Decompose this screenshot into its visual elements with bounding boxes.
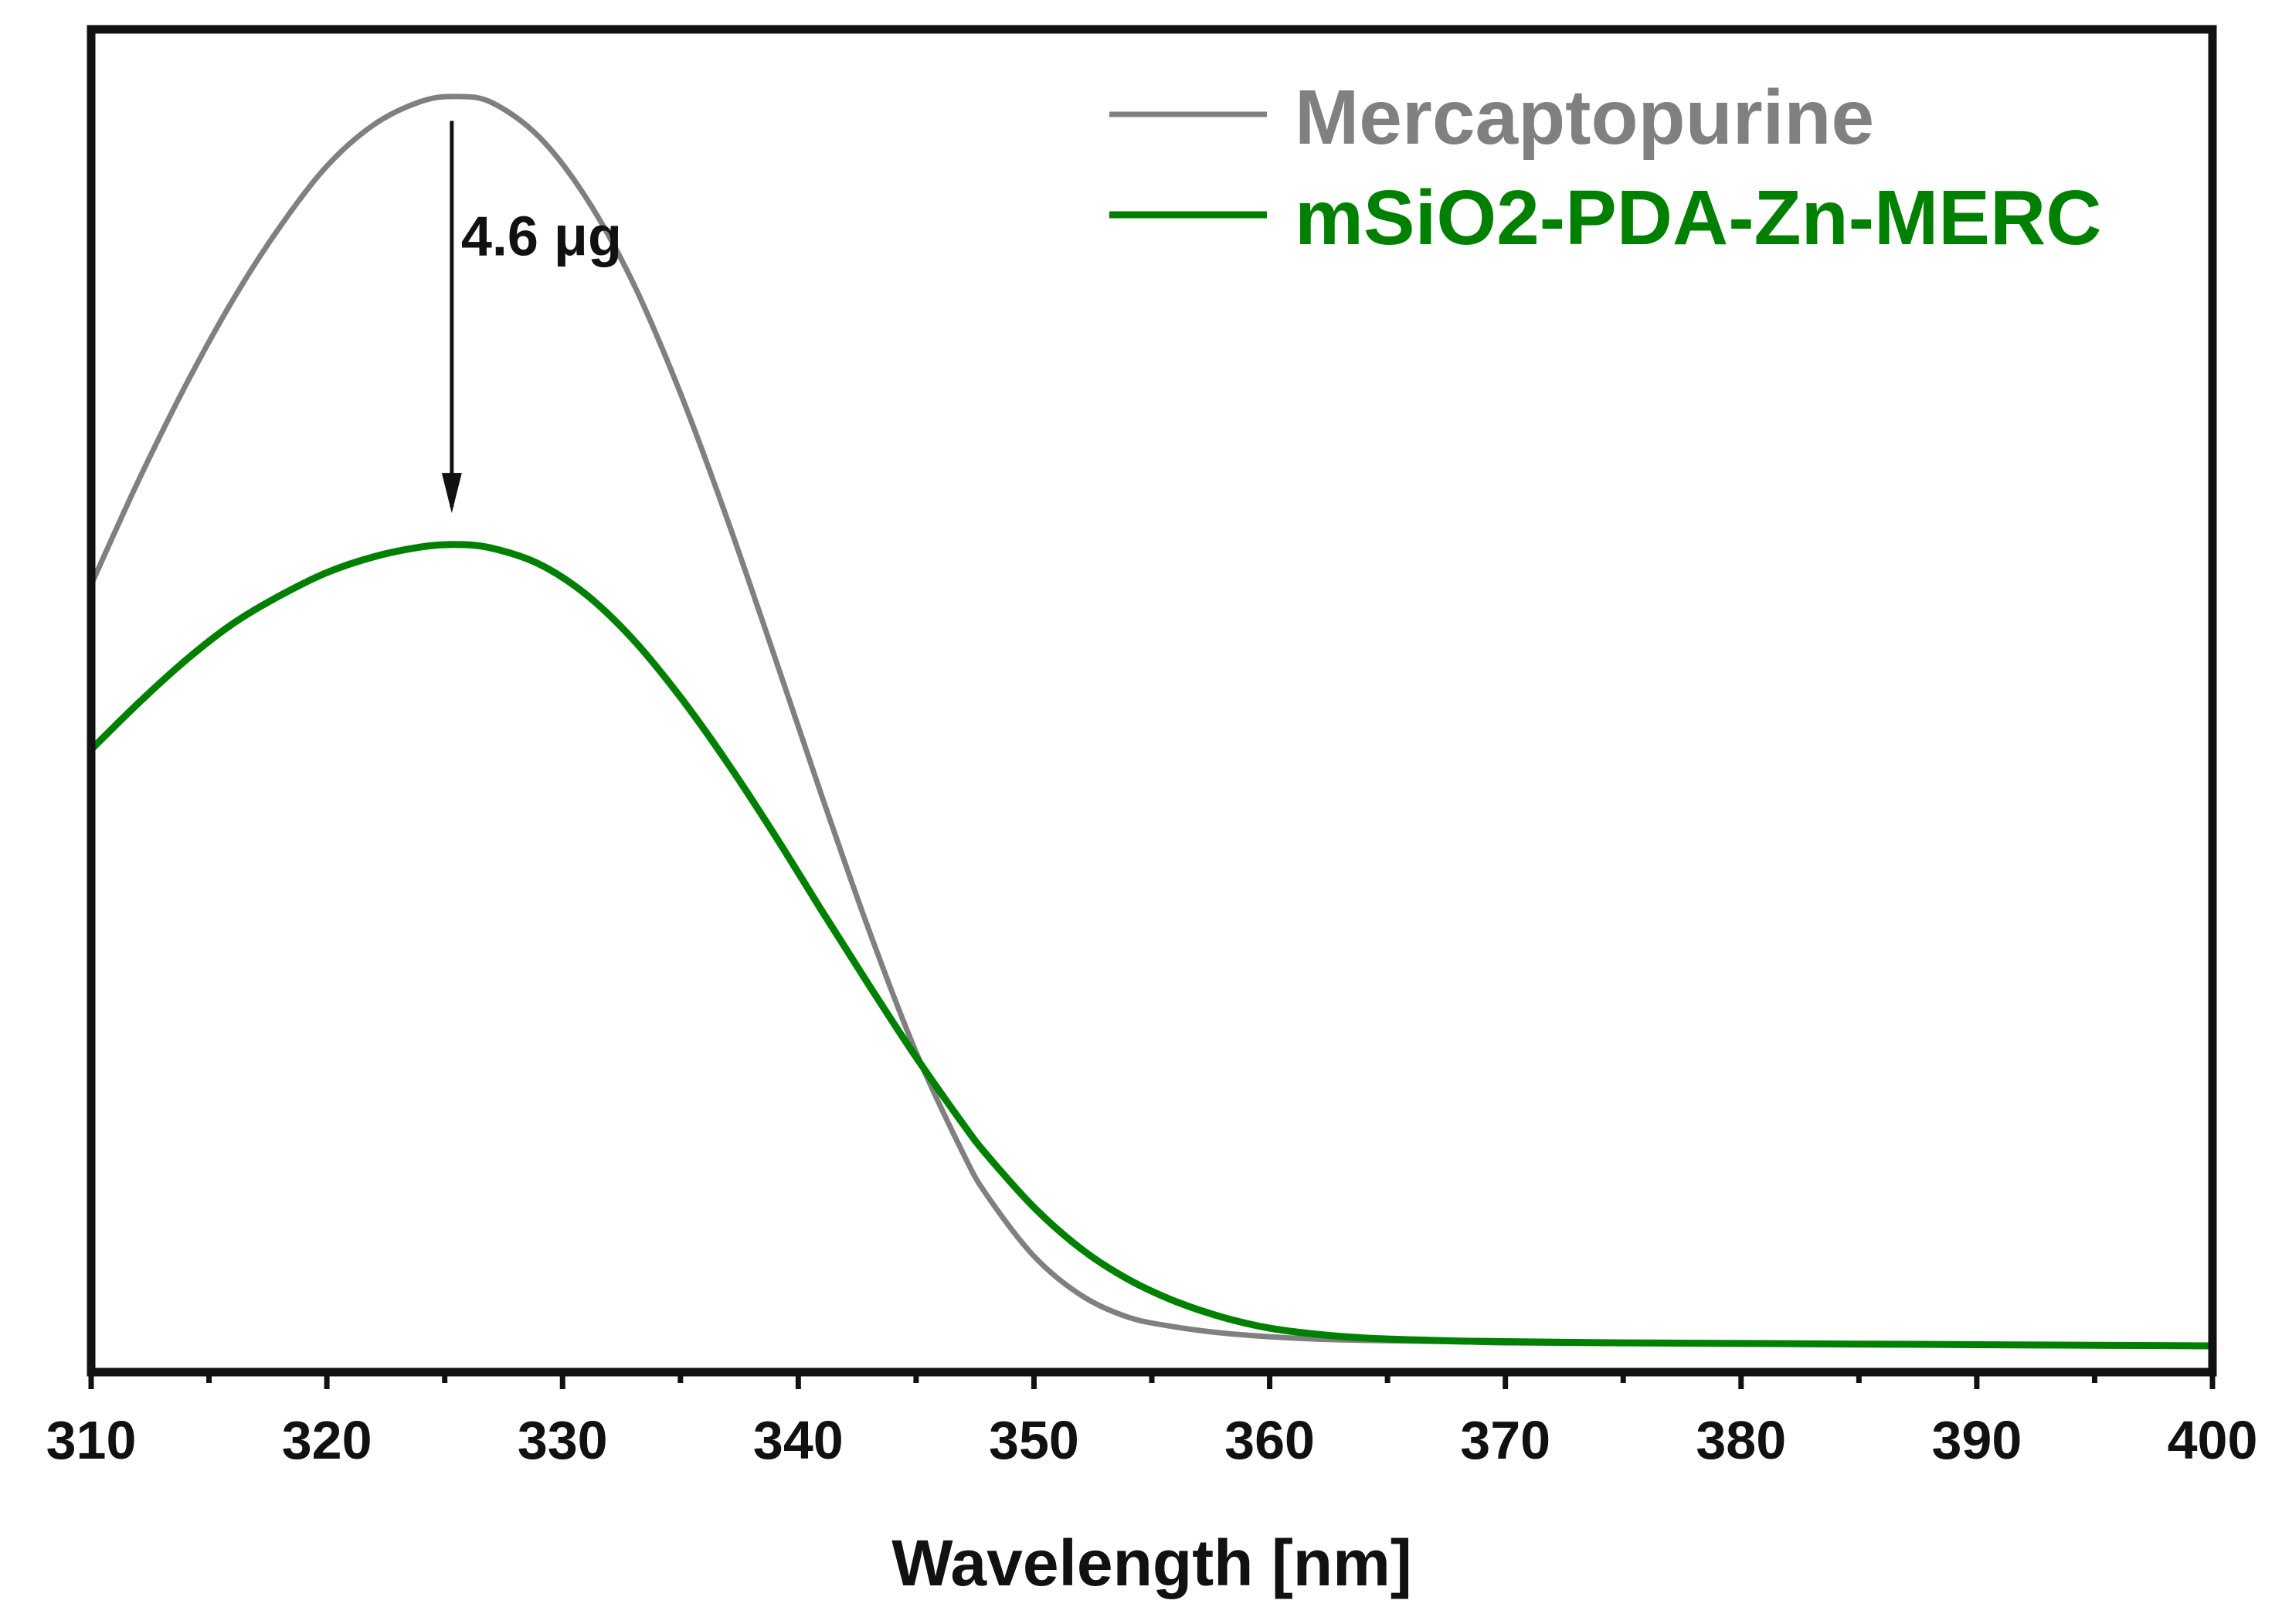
series-line-msio2-pda-zn-merc (91, 541, 2212, 1350)
axis-layer: 310 320 330 340 350 360 370 380 390 400 Wavelength… (46, 25, 2258, 1599)
annotation-label: 4.6 μg (461, 206, 622, 267)
x-tick-label: 350 (989, 1410, 1079, 1470)
annotation-layer: 4.6 μg (441, 121, 622, 514)
legend-label: mSiO2-PDA-Zn-MERC (1295, 175, 2101, 261)
x-tick-label: 400 (2168, 1410, 2258, 1470)
x-tick-label: 340 (753, 1410, 844, 1470)
legend-label: Mercaptopurine (1295, 74, 1874, 161)
series-layer (91, 93, 2212, 1350)
series-line-mercaptopurine (91, 93, 2212, 1350)
x-tick-label: 390 (1931, 1410, 2022, 1470)
x-tick-label: 360 (1224, 1410, 1315, 1470)
x-tick-label: 320 (282, 1410, 372, 1470)
legend: Mercaptopurine mSiO2-PDA-Zn-MERC (1109, 74, 2101, 261)
x-tick-label: 380 (1696, 1410, 1786, 1470)
x-tick-label: 370 (1460, 1410, 1550, 1470)
x-tick-label: 330 (518, 1410, 608, 1470)
x-axis-title: Wavelength [nm] (891, 1527, 1412, 1599)
x-tick-label: 310 (46, 1410, 137, 1470)
annotation-arrowhead (441, 473, 462, 514)
